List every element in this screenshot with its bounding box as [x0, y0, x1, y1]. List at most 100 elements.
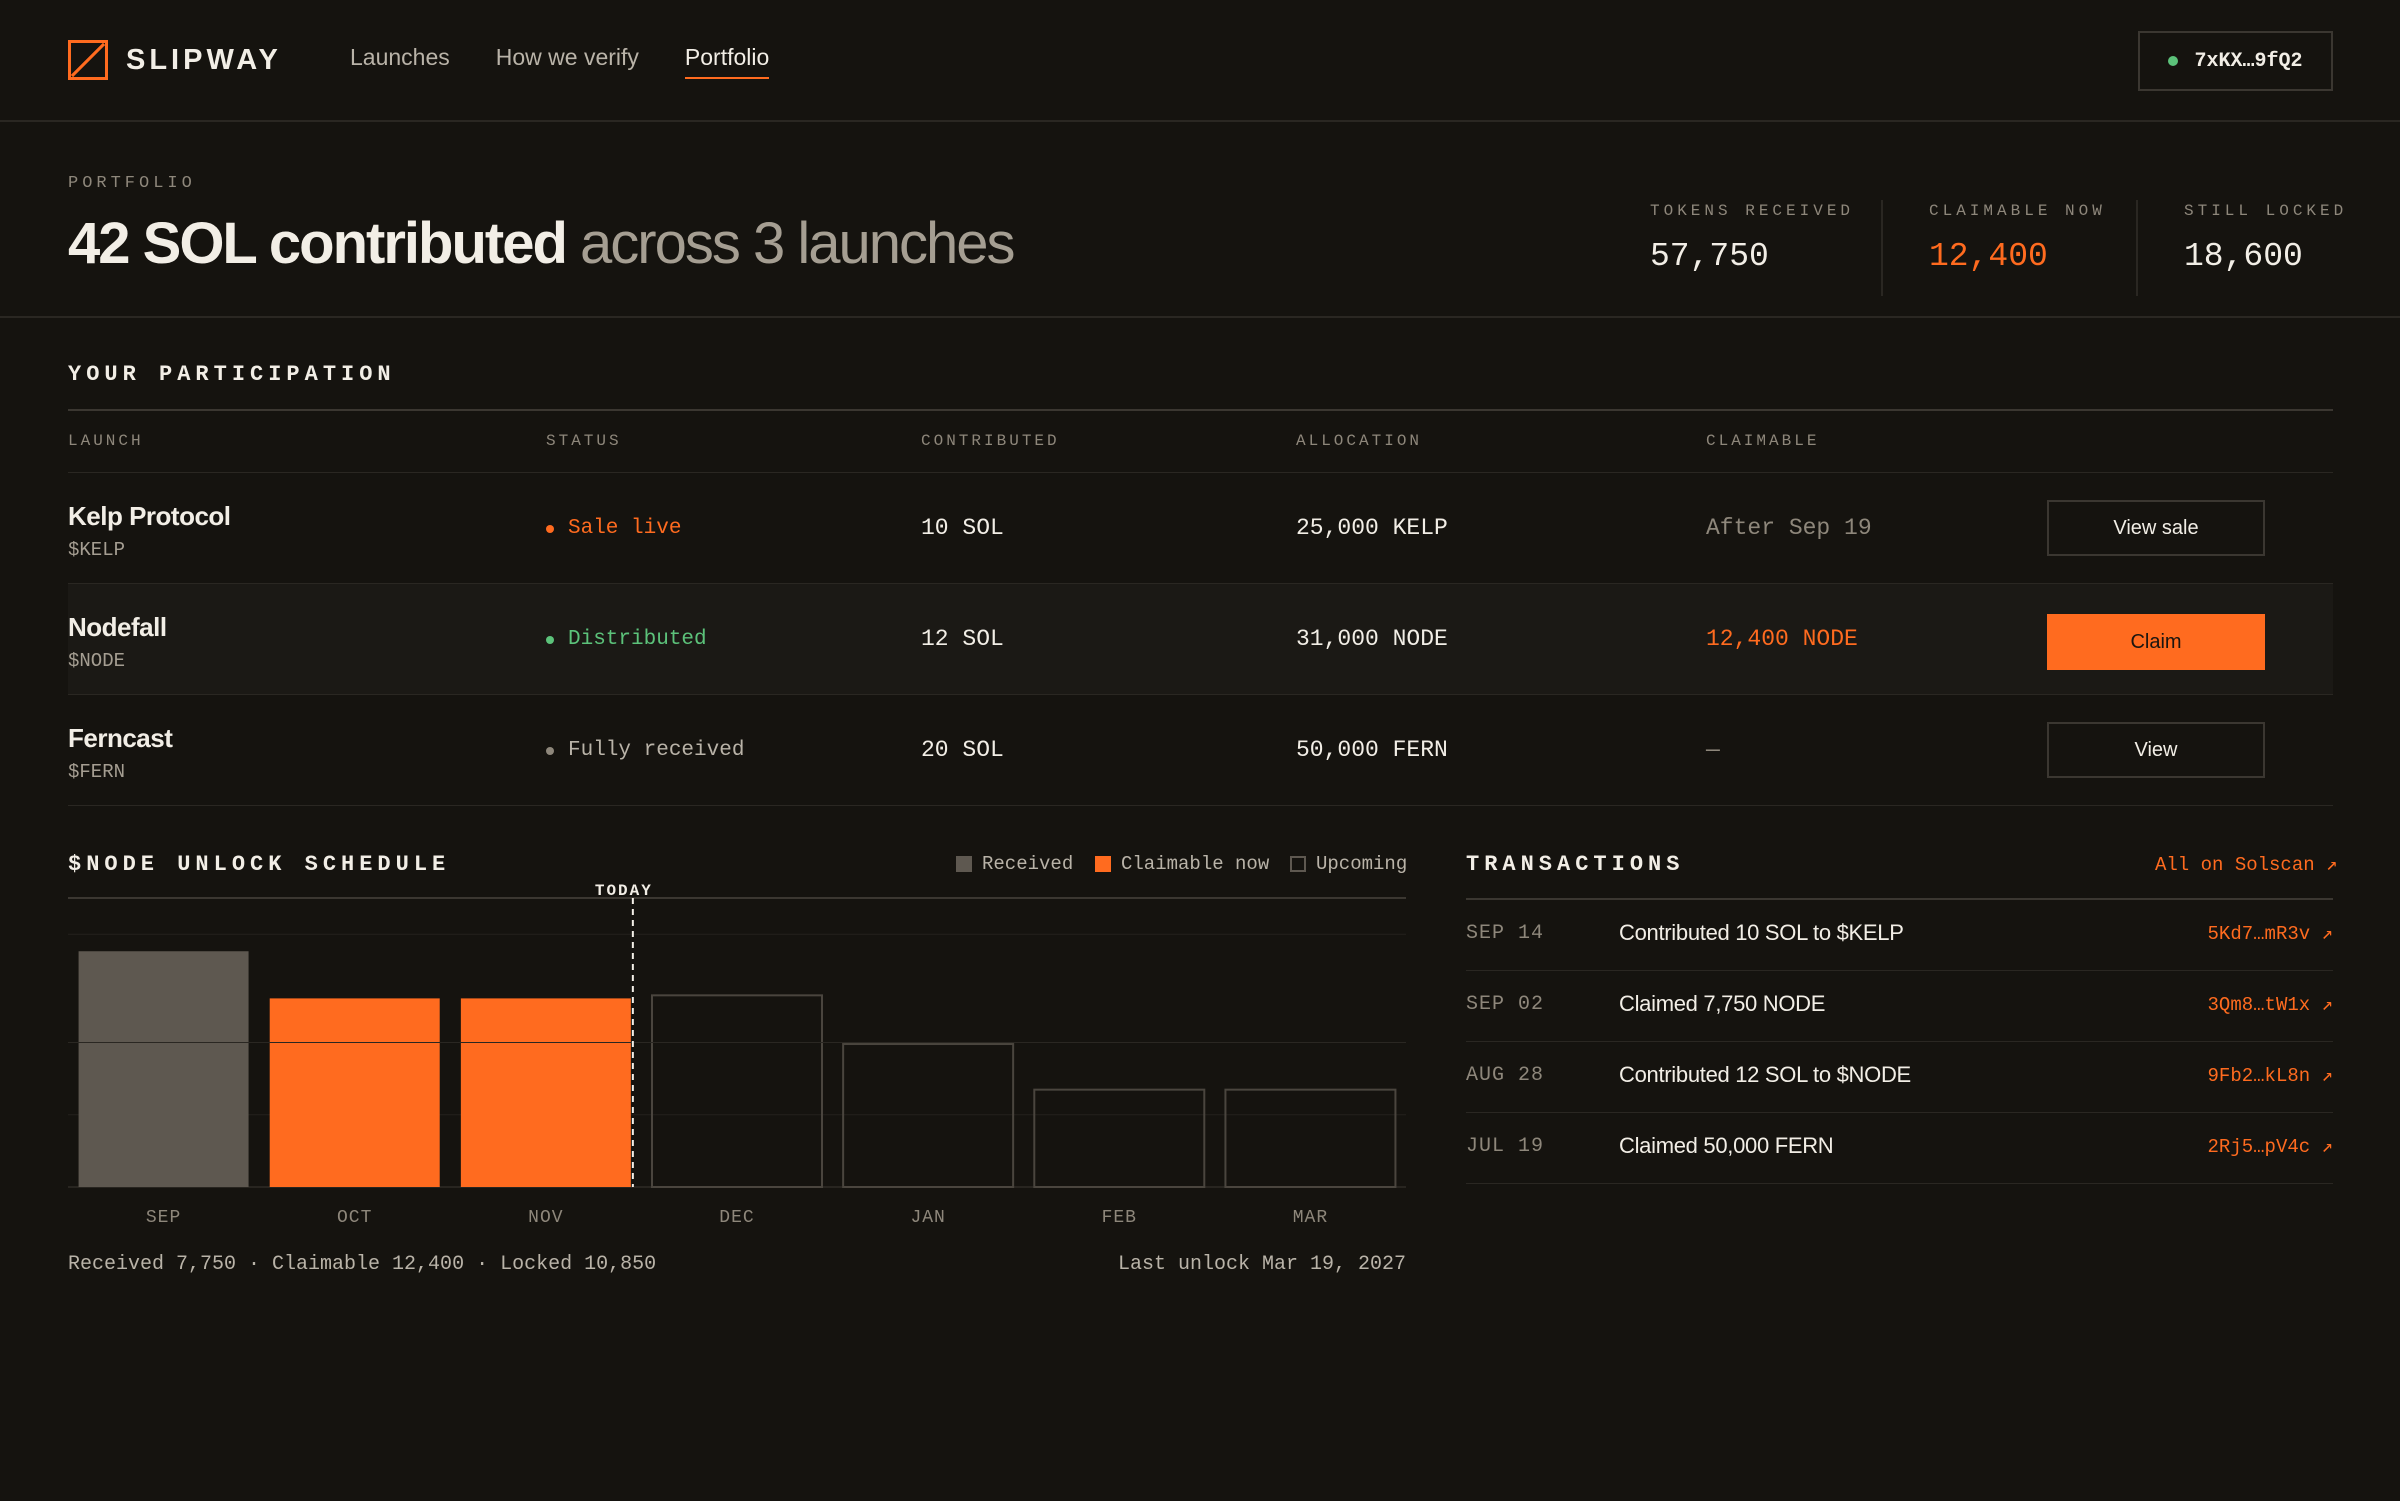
x-tick-label: SEP [146, 1208, 181, 1228]
claimable-value: 12,400 NODE [1706, 626, 1858, 652]
headline-strong: 42 SOL contributed [68, 211, 568, 276]
legend-label: Received [982, 853, 1074, 875]
x-tick-label: DEC [719, 1208, 754, 1228]
tx-hash-link[interactable]: 5Kd7…mR3v ↗ [2207, 923, 2333, 945]
chart-bar-sep [78, 951, 249, 1187]
divider [1466, 1041, 2333, 1042]
divider [1466, 1183, 2333, 1184]
launch-name: Nodefall [68, 612, 167, 642]
stat-label: TOKENS RECEIVED [1650, 202, 1855, 220]
chart-bar-oct [269, 998, 440, 1187]
x-tick-label: FEB [1102, 1208, 1137, 1228]
transaction-row: AUG 28 Contributed 12 SOL to $NODE 9Fb2…… [1466, 1042, 2333, 1112]
divider [1466, 970, 2333, 971]
tx-description: Contributed 10 SOL to $KELP [1619, 920, 1904, 945]
status-dot-icon [546, 524, 554, 533]
wallet-address: 7xKX…9fQ2 [2194, 49, 2303, 73]
x-tick-label: NOV [528, 1208, 563, 1228]
chart-bar-dec [651, 994, 823, 1188]
view-button[interactable]: View [2047, 722, 2265, 778]
transactions-title: TRANSACTIONS [1466, 852, 1685, 877]
top-bar: SLIPWAY Launches How we verify Portfolio… [0, 0, 2400, 122]
launch-name: Kelp Protocol [68, 501, 231, 531]
column-header-status: STATUS [546, 432, 622, 450]
claimable-value: After Sep 19 [1706, 515, 1872, 541]
tx-hash-link[interactable]: 2Rj5…pV4c ↗ [2207, 1136, 2333, 1158]
portfolio-summary: PORTFOLIO 42 SOL contributed across 3 la… [0, 122, 2400, 318]
stat-claimable-now: CLAIMABLE NOW 12,400 [1929, 202, 2106, 275]
nav-portfolio[interactable]: Portfolio [684, 44, 770, 79]
contributed-value: 12 SOL [921, 626, 1004, 652]
allocation-value: 50,000 FERN [1296, 737, 1448, 763]
status-dot-icon [546, 746, 554, 755]
launch-ticker: $NODE [68, 650, 126, 672]
legend-upcoming: Upcoming [1290, 853, 1407, 875]
stat-label: STILL LOCKED [2184, 202, 2348, 220]
column-header-launch: LAUNCH [68, 432, 144, 450]
participation-title: YOUR PARTICIPATION [68, 362, 396, 387]
contributed-value: 10 SOL [921, 515, 1004, 541]
launch-ticker: $KELP [68, 539, 126, 561]
allocation-value: 25,000 KELP [1296, 515, 1448, 541]
stat-value: 57,750 [1650, 238, 1769, 275]
solscan-link[interactable]: All on Solscan ↗ [2155, 854, 2338, 876]
column-header-contributed: CONTRIBUTED [921, 432, 1060, 450]
stat-divider [2136, 200, 2138, 296]
allocation-value: 31,000 NODE [1296, 626, 1448, 652]
view-sale-button[interactable]: View sale [2047, 500, 2265, 556]
status-label: Distributed [568, 628, 707, 651]
chart-summary: Received 7,750 · Claimable 12,400 · Lock… [68, 1253, 657, 1276]
status-badge: Distributed [546, 628, 707, 651]
page-title: 42 SOL contributed across 3 launches [68, 210, 1016, 277]
column-header-claimable: CLAIMABLE [1706, 432, 1820, 450]
tx-hash-link[interactable]: 9Fb2…kL8n ↗ [2207, 1065, 2333, 1087]
chart-bar-mar [1224, 1088, 1397, 1188]
wallet-button[interactable]: 7xKX…9fQ2 [2138, 31, 2333, 91]
stat-value: 18,600 [2184, 238, 2303, 275]
nav-how-we-verify[interactable]: How we verify [495, 44, 639, 70]
unlock-schedule-chart: SEP OCT NOV DEC JAN FEB MAR TODAY [68, 882, 1406, 1228]
status-label: Fully received [568, 739, 745, 762]
today-label: TODAY [595, 882, 653, 900]
status-badge: Sale live [546, 517, 681, 540]
divider [68, 805, 2333, 806]
stat-still-locked: STILL LOCKED 18,600 [2184, 202, 2347, 275]
x-tick-label: JAN [910, 1208, 945, 1228]
tx-description: Claimed 7,750 NODE [1619, 991, 1826, 1016]
legend-swatch-claimable [1095, 856, 1111, 872]
transaction-row: SEP 02 Claimed 7,750 NODE 3Qm8…tW1x ↗ [1466, 971, 2333, 1041]
unlock-schedule-title: $NODE UNLOCK SCHEDULE [68, 852, 451, 877]
brand-name: SLIPWAY [126, 43, 282, 76]
legend-label: Upcoming [1316, 853, 1408, 875]
chart-bar-jan [842, 1043, 1015, 1188]
transaction-row: SEP 14 Contributed 10 SOL to $KELP 5Kd7…… [1466, 900, 2333, 970]
legend-claimable: Claimable now [1095, 853, 1269, 875]
last-unlock-note: Last unlock Mar 19, 2027 [1118, 1253, 1407, 1276]
brand[interactable]: SLIPWAY [68, 40, 282, 80]
tx-description: Claimed 50,000 FERN [1619, 1133, 1834, 1158]
legend-swatch-upcoming [1290, 856, 1306, 872]
stat-divider [1881, 200, 1883, 296]
contributed-value: 20 SOL [921, 737, 1004, 763]
page-eyebrow: PORTFOLIO [68, 174, 196, 193]
tx-description: Contributed 12 SOL to $NODE [1619, 1062, 1911, 1087]
slipway-logo-icon [68, 40, 108, 80]
divider [68, 583, 2333, 584]
launch-name: Ferncast [68, 723, 173, 753]
divider [68, 472, 2333, 473]
headline-muted: across 3 launches [580, 211, 1015, 276]
divider [1466, 1112, 2333, 1113]
table-row-kelp: Kelp Protocol $KELP Sale live 10 SOL 25,… [68, 473, 2333, 583]
wallet-connected-icon [2168, 56, 2179, 66]
status-badge: Fully received [546, 739, 744, 762]
transaction-row: JUL 19 Claimed 50,000 FERN 2Rj5…pV4c ↗ [1466, 1113, 2333, 1183]
chart-bar-feb [1033, 1088, 1206, 1188]
main-nav: Launches How we verify Portfolio [350, 44, 770, 79]
legend-received: Received [956, 853, 1073, 875]
status-dot-icon [546, 635, 554, 644]
nav-launches[interactable]: Launches [350, 44, 450, 70]
claim-button[interactable]: Claim [2047, 614, 2265, 670]
tx-date: AUG 28 [1466, 1064, 1545, 1087]
tx-hash-link[interactable]: 3Qm8…tW1x ↗ [2207, 994, 2333, 1016]
chart-bar-nov [460, 998, 631, 1187]
